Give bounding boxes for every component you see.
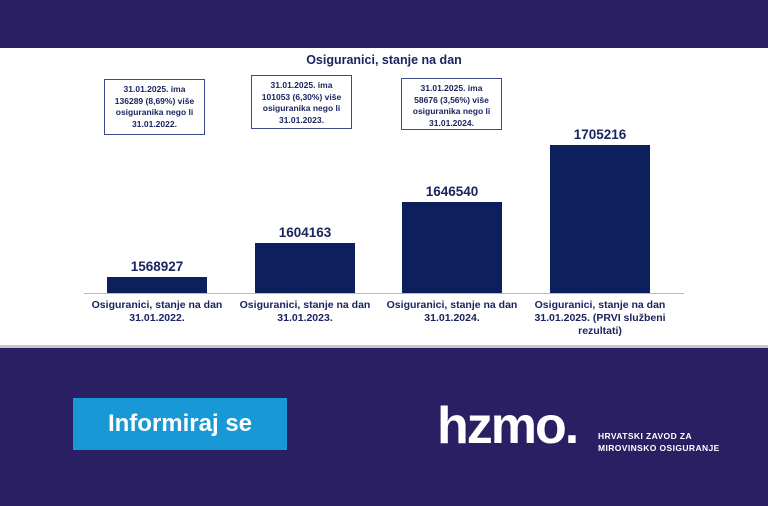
category-label-3: Osiguranici, stanje na dan 31.01.2025. (… <box>534 299 666 337</box>
logo-line-2: MIROVINSKO OSIGURANJE <box>598 443 720 453</box>
x-axis-baseline <box>84 293 684 294</box>
annotation-box-2022: 31.01.2025. ima 136289 (8,69%) više osig… <box>104 79 205 135</box>
bar-0 <box>107 276 207 293</box>
logo-wordmark: hzmo. <box>437 397 579 455</box>
bar-1 <box>255 242 355 293</box>
annotation-box-2023: 31.01.2025. ima 101053 (6,30%) više osig… <box>251 75 352 129</box>
annotation-box-2024: 31.01.2025. ima 58676 (3,56%) više osigu… <box>401 78 502 130</box>
logo-line-1: HRVATSKI ZAVOD ZA <box>598 431 693 441</box>
top-band <box>0 0 768 48</box>
chart-panel: Osiguranici, stanje na dan 31.01.2025. i… <box>0 48 768 348</box>
bar-3 <box>550 145 650 293</box>
bar-value-label-0: 1568927 <box>130 258 184 274</box>
category-label-2: Osiguranici, stanje na dan 31.01.2024. <box>386 299 518 324</box>
logo-subtitle: HRVATSKI ZAVOD ZA MIROVINSKO OSIGURANJE <box>598 430 720 454</box>
bar-value-label-3: 1705216 <box>573 127 627 142</box>
bar-value-label-2: 1646540 <box>425 183 479 199</box>
bar-2 <box>402 201 502 293</box>
category-label-0: Osiguranici, stanje na dan 31.01.2022. <box>91 299 223 324</box>
informiraj-se-button[interactable]: Informiraj se <box>73 398 287 450</box>
bar-value-label-1: 1604163 <box>278 224 332 240</box>
category-label-1: Osiguranici, stanje na dan 31.01.2023. <box>239 299 371 324</box>
chart-title: Osiguranici, stanje na dan <box>306 53 462 67</box>
